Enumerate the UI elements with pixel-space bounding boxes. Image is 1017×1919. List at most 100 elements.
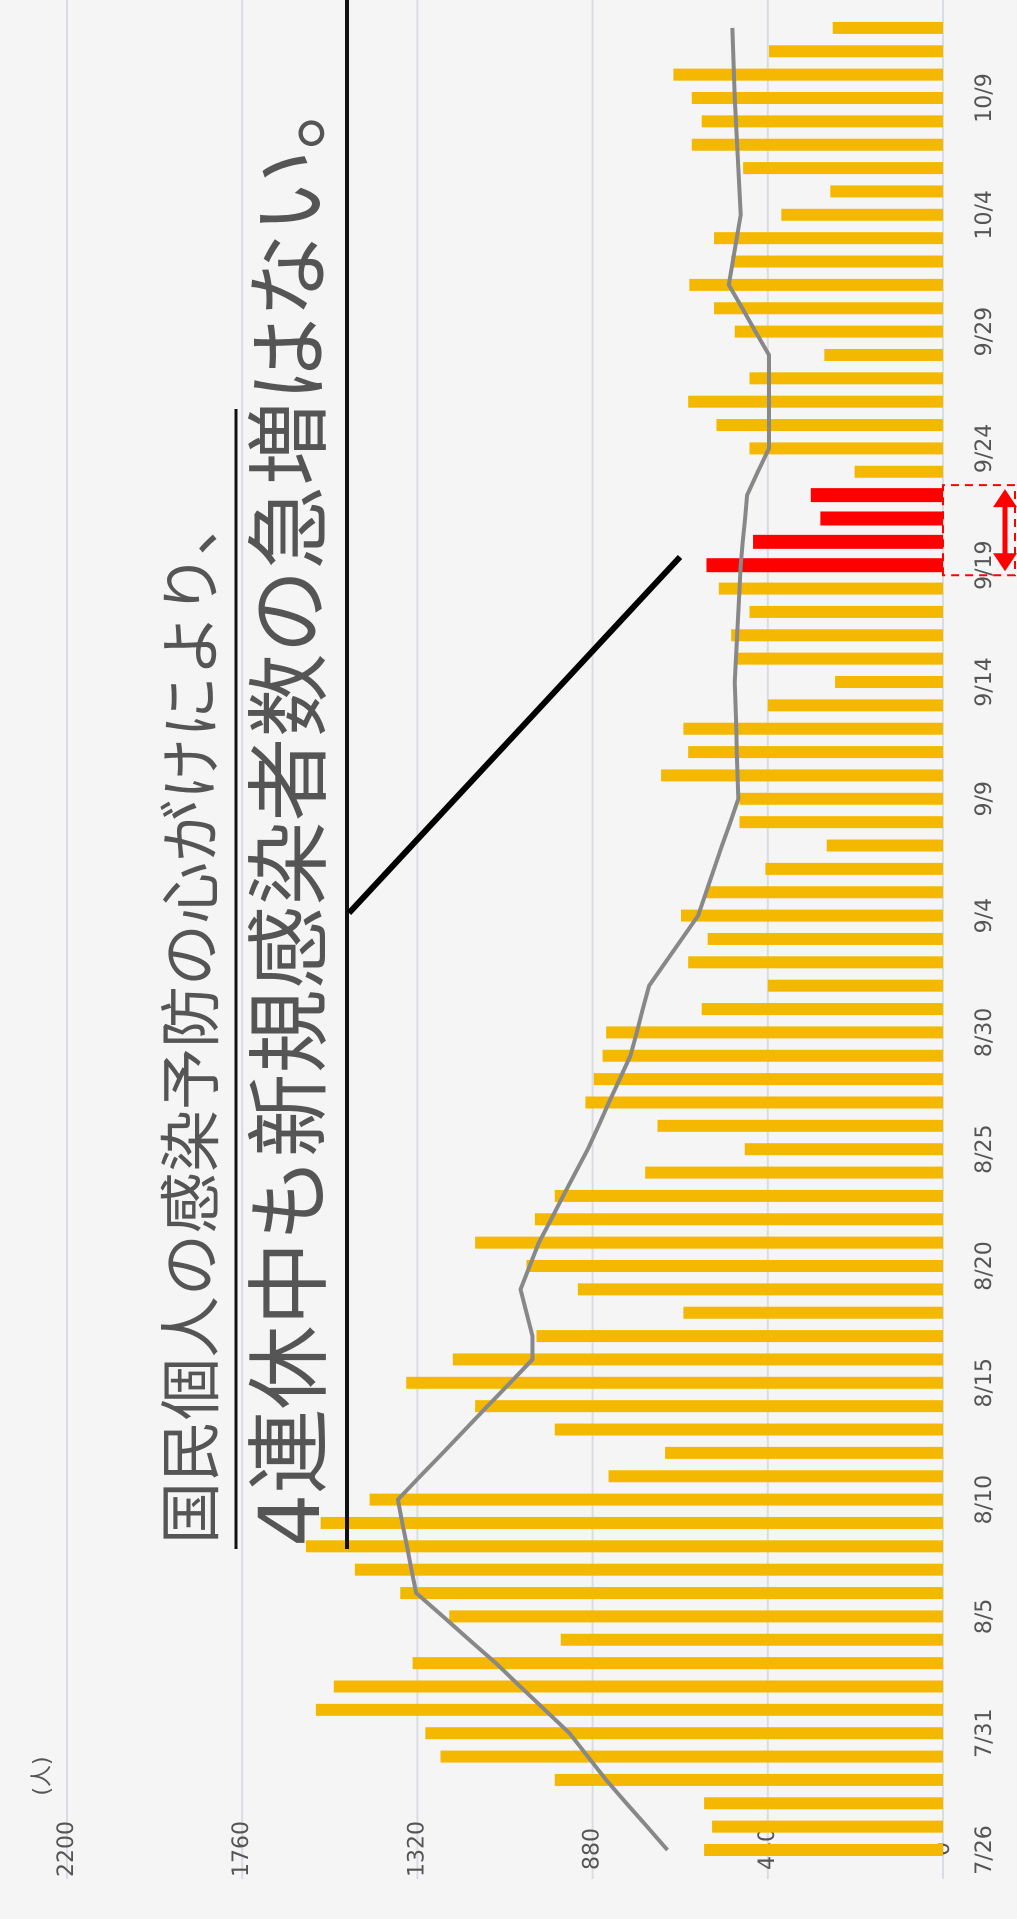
bar xyxy=(712,1820,944,1833)
x-tick-label: 10/9 xyxy=(972,73,997,122)
bar xyxy=(706,886,943,899)
bar xyxy=(440,1750,943,1763)
bar xyxy=(707,932,944,945)
bar xyxy=(688,395,943,408)
bar xyxy=(680,909,943,922)
bar xyxy=(683,722,943,735)
x-tick-label: 8/25 xyxy=(972,1124,997,1173)
arrow-head xyxy=(993,489,1017,508)
bar xyxy=(824,348,943,361)
bar xyxy=(354,1563,944,1576)
bar xyxy=(315,1703,943,1716)
bar xyxy=(767,699,943,712)
annotation-line-2: 4連休中も新規感染者数の急増はない。 xyxy=(241,66,339,1547)
highlight-bar xyxy=(753,534,943,549)
bar xyxy=(406,1376,943,1389)
y-tick-label: 880 xyxy=(580,1828,605,1870)
x-tick-label: 8/5 xyxy=(972,1599,997,1634)
pointer-line xyxy=(346,554,683,916)
arrow-head xyxy=(993,553,1017,572)
bar xyxy=(739,816,944,829)
bar xyxy=(734,652,943,665)
bar xyxy=(333,1680,944,1693)
x-tick-label: 7/31 xyxy=(972,1708,997,1757)
y-tick-label: 1320 xyxy=(404,1821,429,1877)
bar xyxy=(734,325,943,338)
bar xyxy=(832,21,943,34)
x-tick-label: 8/20 xyxy=(972,1241,997,1290)
bar xyxy=(704,1844,943,1856)
bar xyxy=(554,1423,943,1436)
bar xyxy=(688,956,943,969)
rotated-chart: 0440880132017602200(人)7/267/318/58/108/1… xyxy=(30,0,1017,1879)
bar xyxy=(657,1119,944,1132)
highlight-bar xyxy=(810,488,944,503)
bar xyxy=(683,1306,943,1319)
bar xyxy=(765,862,943,875)
bar xyxy=(749,372,943,385)
bar xyxy=(560,1633,944,1646)
bar xyxy=(731,255,944,268)
bar xyxy=(716,419,944,432)
bar xyxy=(749,605,943,618)
bar xyxy=(577,1283,943,1296)
bar xyxy=(688,746,943,759)
bar xyxy=(749,442,943,455)
bar xyxy=(661,769,943,782)
bar xyxy=(691,138,943,151)
x-tick-label: 9/19 xyxy=(972,540,997,589)
highlight-bar xyxy=(820,511,943,526)
annotation-line-1: 国民個人の感染予防の心がけにより、 xyxy=(155,494,228,1544)
x-tick-label: 9/24 xyxy=(972,424,997,473)
highlight-box xyxy=(942,484,1016,577)
bar xyxy=(475,1236,943,1249)
bar xyxy=(718,582,943,595)
bar xyxy=(400,1587,943,1600)
bar xyxy=(369,1493,944,1506)
bar xyxy=(602,1049,944,1062)
y-axis-unit: (人) xyxy=(30,1756,55,1795)
bar xyxy=(534,1213,943,1226)
bar xyxy=(412,1657,943,1670)
bar xyxy=(526,1260,943,1272)
x-tick-label: 9/4 xyxy=(972,898,997,933)
x-tick-label: 8/15 xyxy=(972,1358,997,1407)
bar xyxy=(593,1073,943,1086)
bar xyxy=(701,115,944,128)
x-tick-label: 9/14 xyxy=(972,657,997,706)
bar xyxy=(744,1143,943,1156)
bar xyxy=(768,45,944,58)
bar xyxy=(767,979,943,992)
bar xyxy=(704,1797,943,1810)
bar xyxy=(645,1166,943,1179)
bar xyxy=(739,792,944,805)
highlight-bar xyxy=(706,558,943,573)
bar xyxy=(835,676,943,688)
bar xyxy=(305,1540,943,1553)
bar xyxy=(714,302,944,315)
bar xyxy=(452,1353,943,1366)
bar xyxy=(554,1189,943,1202)
bar xyxy=(714,232,944,245)
bar xyxy=(536,1330,943,1343)
x-tick-label: 9/29 xyxy=(972,307,997,356)
x-tick-label: 8/10 xyxy=(972,1475,997,1524)
bar xyxy=(826,839,943,852)
bar xyxy=(854,465,943,478)
moving-average-line xyxy=(395,27,771,1852)
bar xyxy=(665,1446,943,1459)
bar xyxy=(830,185,944,198)
x-tick-label: 7/26 xyxy=(972,1825,997,1874)
bar xyxy=(585,1096,943,1109)
bar xyxy=(743,162,943,175)
x-tick-label: 9/9 xyxy=(972,781,997,816)
bar xyxy=(554,1773,943,1786)
bar xyxy=(425,1727,943,1740)
x-tick-label: 10/4 xyxy=(972,190,997,239)
x-tick-label: 8/30 xyxy=(972,1008,997,1057)
bar xyxy=(701,1003,944,1016)
y-tick-label: 1760 xyxy=(229,1821,254,1877)
bar xyxy=(608,1470,943,1483)
